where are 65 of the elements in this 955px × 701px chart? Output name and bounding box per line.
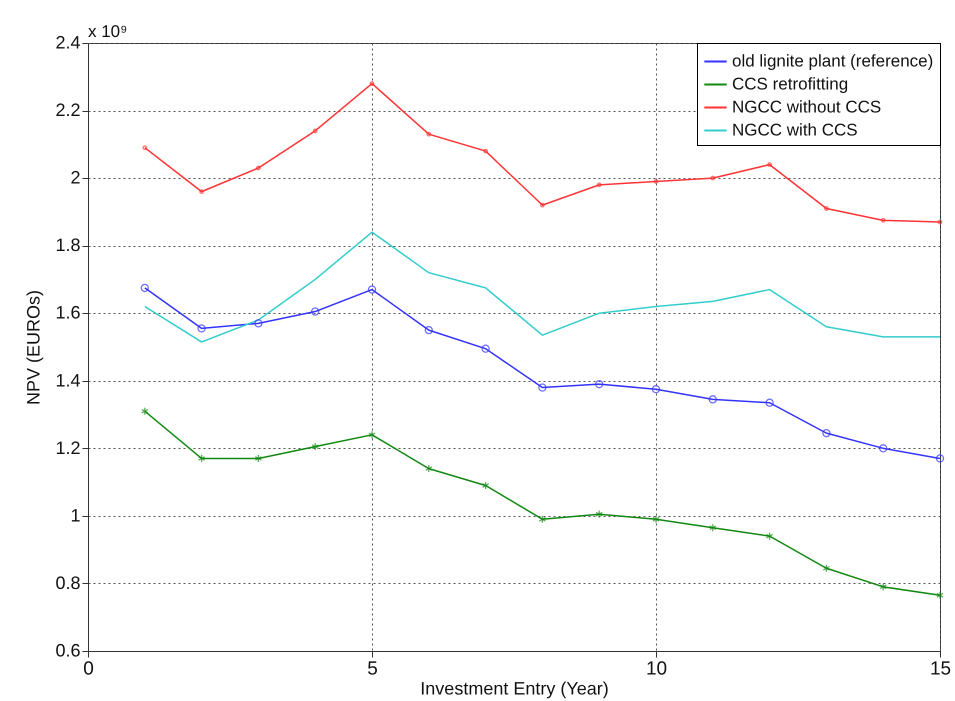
point xyxy=(311,307,320,316)
y-tick-label: 1.2 xyxy=(55,438,80,458)
point xyxy=(652,385,660,394)
point xyxy=(936,454,944,463)
point xyxy=(424,326,433,334)
y-tick-label: 2 xyxy=(70,168,80,188)
point xyxy=(483,148,488,154)
legend-label: CCS retrofitting xyxy=(732,74,848,94)
point xyxy=(198,454,206,463)
point xyxy=(652,515,660,524)
legend-label: NGCC with CCS xyxy=(732,120,858,140)
point xyxy=(595,380,604,388)
point xyxy=(879,444,888,453)
y-tick-label: 2.2 xyxy=(55,100,80,120)
y-tick-label: 1 xyxy=(70,505,80,526)
point xyxy=(765,398,774,407)
y-tick-label: 2.4 xyxy=(55,32,80,52)
point xyxy=(538,383,547,392)
point xyxy=(141,406,149,416)
point xyxy=(708,395,717,404)
x-tick-label: 10 xyxy=(646,658,668,680)
y-tick-label: 0.8 xyxy=(55,572,80,593)
legend-label: NGCC without CCS xyxy=(732,98,882,116)
text: x 10⁹ xyxy=(88,22,128,41)
point xyxy=(482,481,490,490)
point xyxy=(254,454,262,463)
y-axis-title: NPV (EUROs) xyxy=(23,290,44,406)
point xyxy=(199,189,204,194)
point xyxy=(540,202,545,208)
point xyxy=(481,344,490,353)
y-tick-label: 1.6 xyxy=(55,302,80,323)
point xyxy=(370,81,374,86)
point xyxy=(824,206,829,211)
x-tick-label: 5 xyxy=(367,658,378,680)
point xyxy=(596,182,602,188)
point xyxy=(311,442,319,451)
point xyxy=(654,179,658,184)
point xyxy=(426,132,432,137)
point xyxy=(254,319,263,328)
point xyxy=(368,285,376,294)
point xyxy=(595,510,603,518)
y-tick-label: 1.8 xyxy=(55,235,80,256)
point xyxy=(822,428,831,438)
point xyxy=(936,591,944,600)
point xyxy=(368,430,376,440)
x-tick-label: 15 xyxy=(930,658,952,680)
point xyxy=(140,284,149,292)
point xyxy=(312,128,318,134)
legend-label: old lignite plant (reference) xyxy=(732,52,934,70)
point xyxy=(880,218,886,223)
x-tick-label: 0 xyxy=(83,658,94,680)
y-tick-label: 0.6 xyxy=(55,640,80,660)
point xyxy=(822,564,830,572)
y-tick-label: 1.4 xyxy=(55,370,80,390)
point xyxy=(425,464,433,473)
point xyxy=(767,162,772,167)
point xyxy=(538,515,546,524)
point xyxy=(879,582,887,592)
point xyxy=(256,166,261,170)
point xyxy=(709,524,717,532)
point xyxy=(766,532,774,540)
line-series xyxy=(144,231,941,343)
point xyxy=(197,324,206,333)
x-axis-title: Investment Entry (Year) xyxy=(420,678,609,698)
point xyxy=(710,176,716,180)
